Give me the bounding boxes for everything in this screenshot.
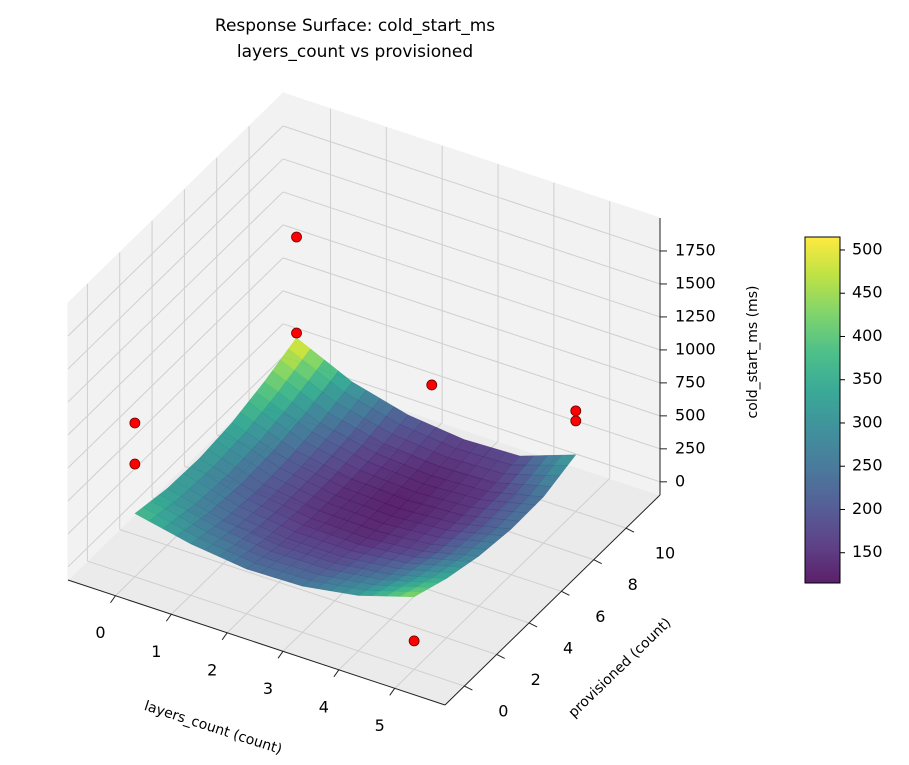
- grid-line: [119, 528, 497, 655]
- colorbar-tick-label: 450: [852, 283, 883, 302]
- y-tick-label: 2: [531, 670, 541, 689]
- x-tick-label: 0: [95, 623, 105, 642]
- observed-point: [291, 231, 302, 243]
- y-tick: [496, 654, 505, 659]
- colorbar-tick-label: 200: [852, 499, 883, 518]
- y-tick: [528, 622, 538, 628]
- grid-line: [282, 125, 661, 252]
- grid-line: [67, 356, 284, 568]
- observed-point: [129, 458, 141, 470]
- grid-line: [67, 290, 284, 502]
- x-tick: [165, 613, 172, 622]
- grid-line: [67, 224, 284, 436]
- z-tick-label: 250: [675, 438, 706, 457]
- y-tick-label: 8: [628, 575, 638, 594]
- grid-line: [282, 257, 661, 384]
- observed-point: [408, 635, 420, 647]
- x-tick-label: 2: [207, 660, 217, 679]
- x-tick: [333, 669, 340, 678]
- observed-point: [426, 379, 438, 391]
- y-tick-label: 4: [563, 638, 573, 657]
- z-tick-label: 1500: [675, 273, 716, 292]
- y-tick-label: 0: [498, 702, 508, 721]
- y-tick: [593, 559, 602, 565]
- x-axis-line: [67, 579, 446, 706]
- z-tick-label: 1000: [675, 339, 716, 358]
- x-tick-label: 5: [375, 716, 385, 735]
- grid-line: [67, 257, 284, 469]
- grid-line: [282, 158, 661, 285]
- z-tick-label: 1750: [675, 240, 716, 259]
- grid-line: [67, 158, 284, 370]
- grid-line: [394, 477, 611, 689]
- z-tick-label: 1250: [675, 306, 716, 325]
- grid-line: [87, 560, 465, 687]
- surface-patch: [399, 591, 423, 598]
- z-tick-label: 0: [675, 471, 685, 490]
- x-tick: [277, 651, 284, 659]
- chart-title: Response Surface: cold_start_ms: [215, 16, 495, 36]
- y-tick-label: 6: [595, 607, 605, 626]
- y-tick-label: 10: [655, 544, 675, 563]
- y-axis-line: [444, 494, 661, 706]
- grid-line: [282, 323, 661, 450]
- grid-line: [67, 191, 284, 403]
- y-tick: [464, 685, 473, 691]
- colorbar-tick-label: 300: [852, 412, 883, 431]
- z-axis-label: cold_start_ms (ms): [745, 286, 761, 419]
- y-axis-label: provisioned (count): [565, 615, 674, 721]
- colorbar-tick-label: 500: [852, 239, 883, 258]
- observed-point: [570, 415, 582, 427]
- grid-line: [282, 290, 661, 417]
- grid-line: [282, 191, 661, 318]
- colorbar-tick-label: 350: [852, 369, 883, 388]
- x-axis-label: layers_count (count): [142, 698, 284, 758]
- grid-line: [282, 224, 661, 351]
- observed-point: [291, 327, 302, 339]
- x-tick: [110, 595, 116, 604]
- y-tick: [561, 590, 570, 596]
- observed-point: [129, 417, 141, 429]
- colorbar-tick-label: 150: [852, 542, 883, 561]
- x-tick-label: 4: [319, 697, 329, 716]
- y-tick: [625, 527, 635, 533]
- x-tick-label: 3: [263, 679, 273, 698]
- x-tick: [389, 688, 396, 696]
- z-tick-label: 500: [675, 405, 706, 424]
- grid-line: [67, 323, 284, 535]
- colorbar: [804, 236, 841, 584]
- grid-line: [67, 125, 284, 337]
- colorbar-tick-label: 250: [852, 456, 883, 475]
- observed-point: [570, 405, 582, 417]
- x-tick-label: 1: [151, 642, 161, 661]
- z-tick-label: 750: [675, 372, 706, 391]
- colorbar-tick-label: 400: [852, 326, 883, 345]
- x-tick: [221, 632, 228, 641]
- chart-subtitle: layers_count vs provisioned: [237, 42, 473, 62]
